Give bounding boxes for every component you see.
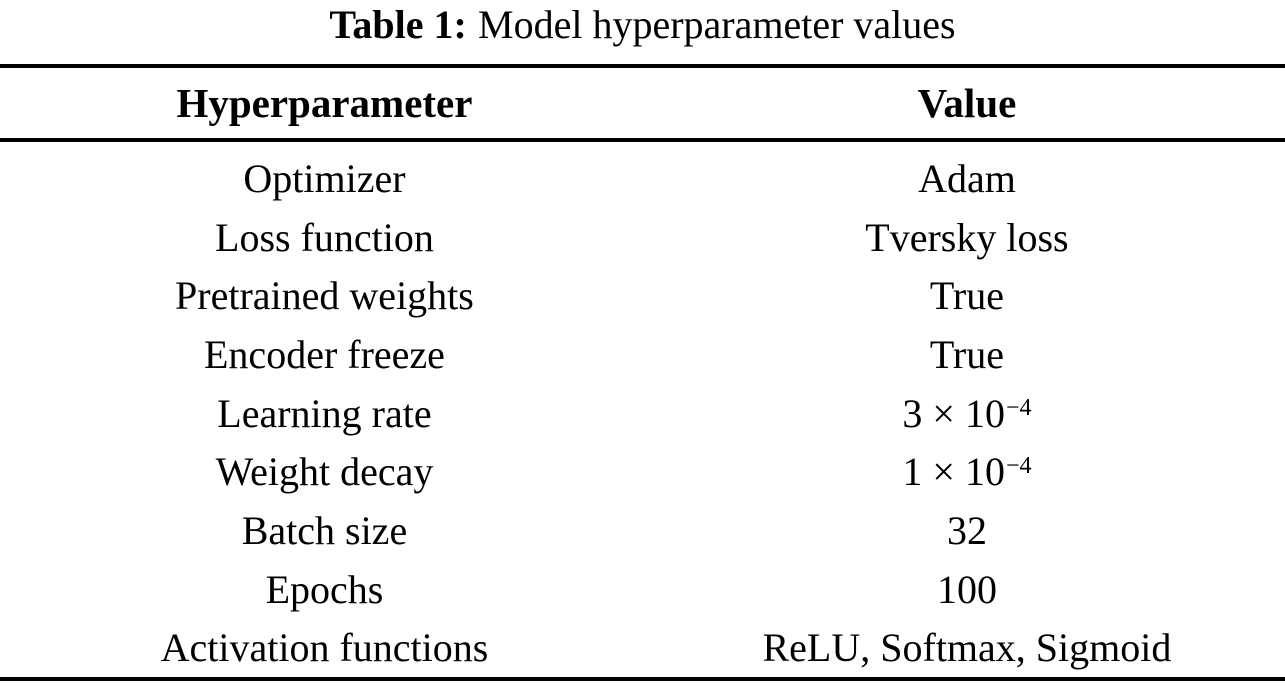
value-cell: 1 × 10−4 (649, 448, 1285, 495)
table-row: Activation functions ReLU, Softmax, Sigm… (0, 618, 1285, 677)
value-cell: Tversky loss (865, 214, 1069, 260)
value-base: 1 × 10 (902, 449, 1005, 495)
column-header-hyperparameter: Hyperparameter (176, 80, 473, 126)
table-caption-number: Table 1: (329, 2, 467, 47)
table-row: Batch size 32 (0, 501, 1285, 560)
table-body: Optimizer Adam Loss function Tversky los… (0, 142, 1285, 677)
table-rule-bottom (0, 677, 1285, 681)
table-header-row: Hyperparameter Value (0, 68, 1285, 138)
hyperparameter-cell: Loss function (215, 214, 434, 260)
table-row: Epochs 100 (0, 560, 1285, 619)
value-exponent: −4 (1005, 394, 1032, 421)
value-cell: 3 × 10−4 (649, 390, 1285, 437)
table-caption-title: Model hyperparameter values (478, 2, 956, 47)
value-cell: 100 (936, 566, 997, 612)
table-rule-below-header (0, 138, 1285, 142)
column-header-value: Value (917, 80, 1017, 126)
table-row: Weight decay 1 × 10−4 (0, 442, 1285, 501)
table-row: Optimizer Adam (0, 149, 1285, 208)
table-rule-top (0, 64, 1285, 68)
hyperparameter-cell: Learning rate (217, 390, 432, 436)
value-base: 3 × 10 (902, 390, 1005, 436)
value-cell: True (929, 273, 1004, 319)
value-cell: Adam (918, 155, 1016, 201)
hyperparameter-cell: Epochs (265, 566, 384, 612)
hyperparameter-cell: Encoder freeze (204, 331, 445, 377)
table-row: Encoder freeze True (0, 325, 1285, 384)
value-cell: True (929, 331, 1004, 377)
table-row: Pretrained weights True (0, 266, 1285, 325)
hyperparameter-cell: Weight decay (215, 449, 434, 495)
table-row: Learning rate 3 × 10−4 (0, 384, 1285, 443)
value-cell: 32 (946, 507, 987, 553)
hyperparameter-cell: Optimizer (243, 155, 406, 201)
hyperparameter-cell: Pretrained weights (175, 273, 474, 319)
table-row: Loss function Tversky loss (0, 208, 1285, 267)
hyperparameter-cell: Activation functions (160, 625, 489, 671)
value-cell: ReLU, Softmax, Sigmoid (762, 625, 1172, 671)
table-caption: Table 1: Model hyperparameter values (0, 0, 1285, 64)
hyperparameter-cell: Batch size (241, 507, 408, 553)
value-exponent: −4 (1005, 453, 1032, 480)
